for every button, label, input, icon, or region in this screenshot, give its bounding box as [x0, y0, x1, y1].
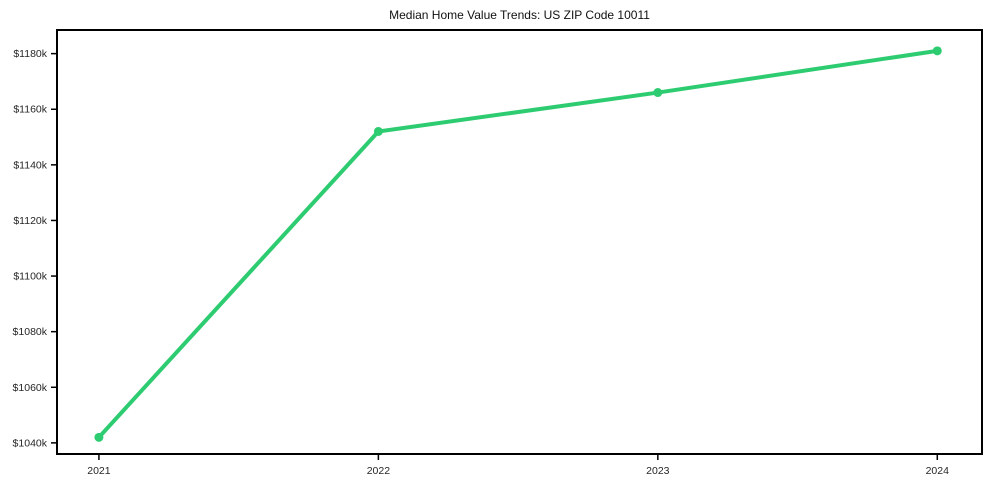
data-point-marker [373, 126, 383, 136]
y-tick-label: $1100k [13, 271, 47, 283]
y-tick-label: $1120k [13, 215, 47, 227]
data-point-marker [932, 46, 942, 56]
y-tick-label: $1180k [13, 48, 47, 60]
y-tick-label: $1080k [13, 326, 48, 338]
x-tick-label: 2023 [646, 465, 670, 477]
y-tick-label: $1060k [13, 382, 48, 394]
y-tick-label: $1140k [13, 159, 47, 171]
plot-border [56, 29, 983, 455]
x-tick-label: 2024 [926, 465, 950, 477]
x-tick-label: 2021 [87, 465, 111, 477]
x-tick-label: 2022 [367, 465, 391, 477]
data-point-marker [94, 432, 104, 442]
y-tick-label: $1160k [13, 104, 47, 116]
chart-title: Median Home Value Trends: US ZIP Code 10… [389, 8, 650, 22]
data-point-marker [653, 88, 663, 98]
trend-line [96, 48, 940, 440]
y-tick-label: $1040k [13, 437, 48, 449]
